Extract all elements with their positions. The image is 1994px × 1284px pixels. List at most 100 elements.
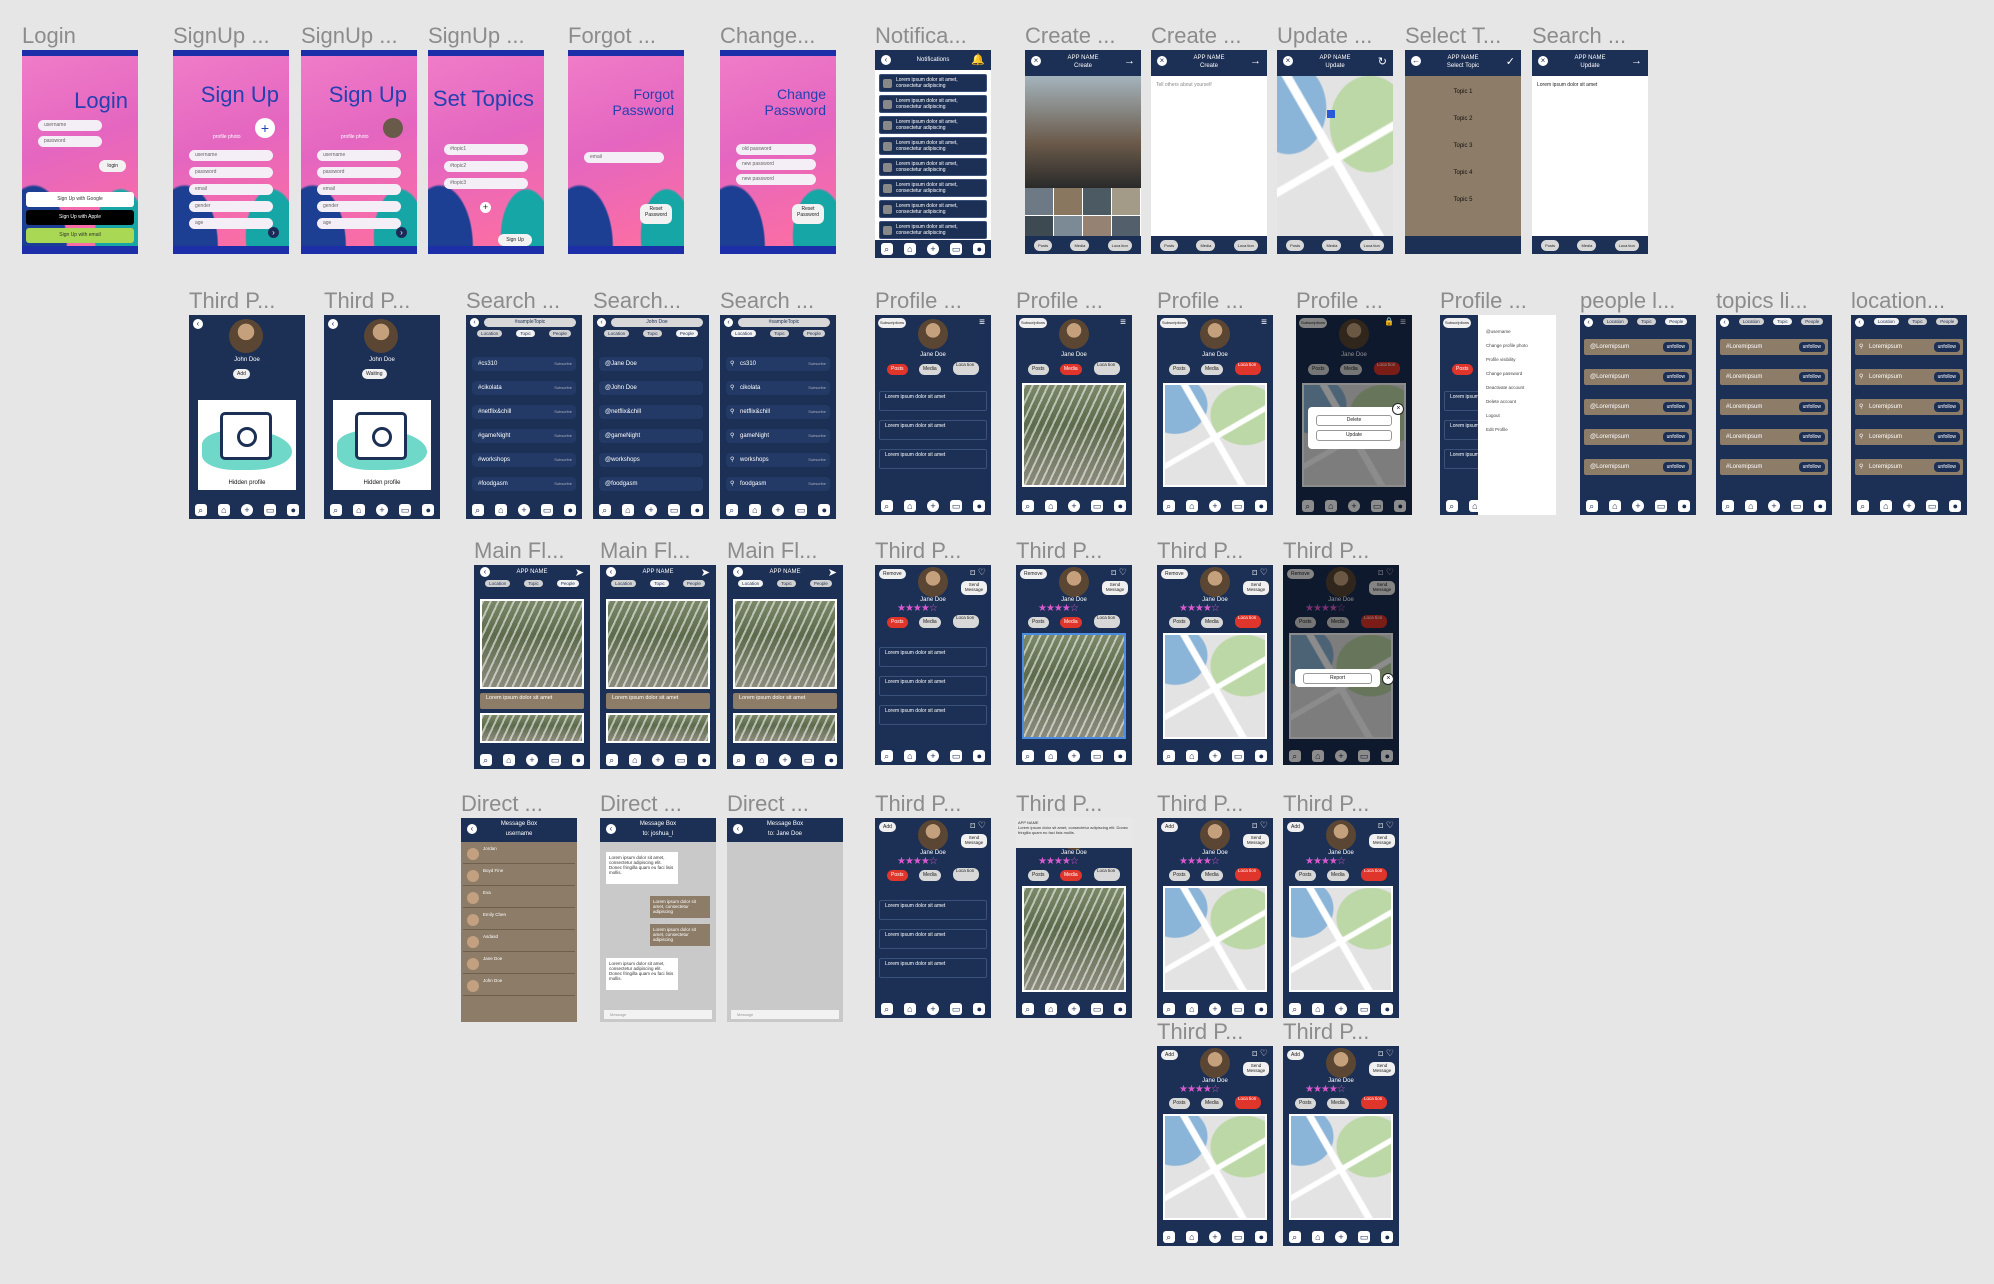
menu-item[interactable]: Edit Profile — [1486, 427, 1508, 432]
tab-posts[interactable]: Posts — [1028, 617, 1049, 628]
unfollow-button[interactable]: unfollow — [1798, 402, 1825, 412]
post-row[interactable]: Lorem ipsum dolor sit amet — [879, 420, 987, 440]
unfollow-button[interactable]: unfollow — [1662, 462, 1689, 472]
tab-location[interactable]: Loca tion — [1361, 1096, 1387, 1109]
search-query[interactable]: John Doe — [611, 318, 703, 327]
following-row[interactable]: @Loremipsum unfollow — [1584, 459, 1692, 475]
inbox-icon[interactable]: ▭ — [399, 504, 412, 516]
close-icon[interactable]: × — [1392, 403, 1405, 415]
tab-media[interactable]: Media — [1201, 870, 1223, 881]
post-row[interactable]: Lorem ipsum dolor sit amet — [879, 676, 987, 696]
notification-row[interactable]: Lorem ipsum dolor sit amet, consectetur … — [879, 221, 987, 239]
tab-location[interactable]: Location — [1738, 318, 1764, 325]
tab-location[interactable]: Loca tion — [1235, 362, 1261, 375]
search-text[interactable]: Lorem ipsum dolor sit amet — [1537, 82, 1598, 88]
notification-row[interactable]: Lorem ipsum dolor sit amet, consectetur … — [879, 95, 987, 113]
subscribe-button[interactable]: Subscribe — [554, 433, 572, 438]
following-row[interactable]: #Loremipsum unfollow — [1720, 459, 1828, 475]
topic-option[interactable]: Topic 5 — [1413, 194, 1513, 206]
post-row[interactable]: Lorem ipsum dolor sit amet — [879, 900, 987, 920]
add-topic-icon[interactable]: + — [480, 202, 491, 213]
topic-field[interactable]: #topic3 — [444, 178, 528, 189]
following-row[interactable]: #Loremipsum unfollow — [1720, 369, 1828, 385]
message-input[interactable]: Message — [731, 1010, 839, 1019]
back-icon[interactable]: ← — [1411, 56, 1421, 66]
tab-media[interactable]: Media — [1060, 364, 1082, 375]
tab-media[interactable]: Media — [919, 364, 941, 375]
conversation-row[interactable]: Jordan — [463, 844, 575, 864]
profile-icon[interactable]: ● — [973, 1003, 986, 1015]
profile-icon[interactable]: ● — [691, 504, 704, 516]
back-icon[interactable]: ‹ — [606, 824, 616, 834]
notification-row[interactable]: Lorem ipsum dolor sit amet, consectetur … — [879, 179, 987, 197]
unfollow-button[interactable]: unfollow — [1933, 432, 1960, 442]
google-signup-button[interactable]: Sign Up with Google — [26, 192, 134, 207]
update-button[interactable]: Update — [1315, 430, 1393, 441]
subscribe-button[interactable]: Subscribe — [808, 361, 826, 366]
feed-photo-next[interactable] — [606, 713, 710, 743]
heart-icon[interactable]: ♡ — [1385, 567, 1394, 577]
back-icon[interactable]: ‹ — [328, 319, 338, 329]
search-icon[interactable]: ⌕ — [1162, 1231, 1175, 1243]
back-icon[interactable]: ‹ — [606, 567, 616, 577]
add-icon[interactable]: + — [926, 750, 939, 762]
menu-item[interactable]: @username — [1486, 329, 1511, 334]
subscriptions-button[interactable]: Subscriptions — [1299, 318, 1328, 328]
unfollow-button[interactable]: unfollow — [1662, 402, 1689, 412]
conversation-row[interactable]: Jane Doe — [463, 954, 575, 974]
location-map[interactable] — [1163, 383, 1267, 487]
tab-posts[interactable]: Posts — [1452, 364, 1473, 375]
subscribe-button[interactable]: Subscribe — [808, 409, 826, 414]
following-row[interactable]: #Loremipsum unfollow — [1720, 429, 1828, 445]
password-field[interactable]: password — [189, 167, 273, 178]
type-posts[interactable]: Posts — [1286, 239, 1305, 251]
add-icon[interactable]: + — [1067, 750, 1080, 762]
username-field[interactable]: username — [38, 120, 102, 131]
tab-posts[interactable]: Posts — [1028, 870, 1049, 881]
notification-row[interactable]: Lorem ipsum dolor sit amet, consectetur … — [879, 116, 987, 134]
inbox-icon[interactable]: ▭ — [1091, 750, 1104, 762]
back-icon[interactable]: ‹ — [1720, 318, 1729, 327]
search-icon[interactable]: ⌕ — [1162, 500, 1175, 512]
back-icon[interactable]: ‹ — [881, 55, 891, 65]
home-icon[interactable]: ⌂ — [1879, 500, 1892, 512]
inbox-icon[interactable]: ▭ — [1358, 750, 1371, 762]
home-icon[interactable]: ⌂ — [502, 754, 515, 766]
add-icon[interactable]: + — [778, 754, 791, 766]
home-icon[interactable]: ⌂ — [494, 504, 507, 516]
search-icon[interactable]: ⌕ — [1162, 750, 1175, 762]
home-icon[interactable]: ⌂ — [628, 754, 641, 766]
bookmark-icon[interactable]: ⌑ — [1378, 821, 1383, 831]
add-icon[interactable]: + — [1631, 500, 1644, 512]
send-message-button[interactable]: Send Message — [1369, 834, 1395, 848]
inbox-icon[interactable]: ▭ — [541, 504, 554, 516]
tab-posts[interactable]: Posts — [887, 870, 908, 881]
topic-field[interactable]: #topic1 — [444, 144, 528, 155]
inbox-icon[interactable]: ▭ — [1232, 1003, 1245, 1015]
tab-people[interactable]: People — [1665, 318, 1688, 325]
subscribe-button[interactable]: Subscribe — [554, 361, 572, 366]
subscribe-button[interactable]: Subscribe — [554, 481, 572, 486]
home-icon[interactable]: ⌂ — [755, 754, 768, 766]
inbox-icon[interactable]: ▭ — [264, 504, 277, 516]
tab-topic[interactable]: Topic — [770, 330, 789, 337]
back-icon[interactable]: ‹ — [724, 318, 733, 327]
search-icon[interactable]: ⌕ — [725, 504, 738, 516]
inbox-icon[interactable]: ▭ — [950, 750, 963, 762]
subscribe-button[interactable]: Subscribe — [808, 385, 826, 390]
send-message-button[interactable]: Send Message — [1102, 581, 1128, 595]
tab-topic[interactable]: Topic — [1773, 318, 1792, 325]
following-row[interactable]: ⚲ Loremipsum unfollow — [1855, 369, 1963, 385]
type-location[interactable]: Loca tion — [1359, 239, 1384, 251]
tab-media[interactable]: Media — [919, 870, 941, 881]
reset-password-button[interactable]: Reset Password — [792, 204, 824, 224]
profile-photo-add-icon[interactable]: + — [255, 118, 275, 138]
unfollow-button[interactable]: unfollow — [1798, 372, 1825, 382]
tab-location[interactable]: Loca tion — [953, 615, 979, 628]
report-button[interactable]: Report — [1302, 673, 1373, 684]
password-field[interactable]: password — [38, 136, 102, 147]
search-icon[interactable]: ⌕ — [732, 754, 745, 766]
search-result[interactable]: #cs310 Subscribe — [472, 357, 576, 371]
age-field[interactable]: age — [189, 218, 273, 229]
search-icon[interactable]: ⌕ — [880, 1003, 893, 1015]
